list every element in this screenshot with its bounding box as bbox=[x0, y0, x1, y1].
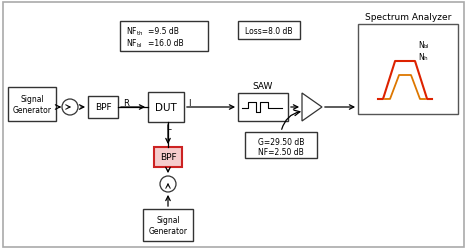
Bar bbox=[8, 88, 56, 122]
Text: Signal
Generator: Signal Generator bbox=[13, 95, 51, 114]
Text: NF=2.50 dB: NF=2.50 dB bbox=[258, 148, 304, 157]
Text: =9.5 dB: =9.5 dB bbox=[148, 28, 179, 36]
Polygon shape bbox=[302, 94, 322, 122]
Text: BPF: BPF bbox=[160, 153, 177, 162]
Text: Signal
Generator: Signal Generator bbox=[149, 216, 187, 235]
Bar bbox=[238, 94, 288, 122]
Bar bbox=[120, 22, 208, 52]
Bar bbox=[358, 25, 458, 114]
Text: I: I bbox=[188, 99, 191, 108]
Text: N: N bbox=[418, 41, 424, 50]
Bar bbox=[148, 93, 184, 122]
Bar bbox=[88, 96, 118, 118]
Circle shape bbox=[62, 100, 78, 116]
Bar bbox=[143, 209, 193, 241]
Text: Loss=8.0 dB: Loss=8.0 dB bbox=[245, 26, 293, 35]
Bar bbox=[238, 22, 300, 40]
Text: DUT: DUT bbox=[155, 102, 177, 113]
Text: Spectrum Analyzer: Spectrum Analyzer bbox=[365, 14, 451, 22]
Text: $\mathregular{NF_{th}}$: $\mathregular{NF_{th}}$ bbox=[126, 26, 143, 38]
Text: th: th bbox=[423, 55, 429, 60]
Text: =16.0 dB: =16.0 dB bbox=[148, 39, 184, 48]
Text: L: L bbox=[166, 123, 170, 132]
Bar bbox=[245, 132, 317, 158]
Circle shape bbox=[160, 176, 176, 192]
Bar bbox=[154, 148, 182, 167]
Text: G=29.50 dB: G=29.50 dB bbox=[258, 138, 304, 147]
Text: BPF: BPF bbox=[95, 103, 111, 112]
Text: N: N bbox=[418, 53, 424, 62]
Text: bl: bl bbox=[423, 43, 428, 48]
Text: $\mathregular{NF_{bl}}$: $\mathregular{NF_{bl}}$ bbox=[126, 38, 142, 50]
Text: R: R bbox=[123, 99, 129, 108]
Text: SAW: SAW bbox=[253, 82, 273, 91]
